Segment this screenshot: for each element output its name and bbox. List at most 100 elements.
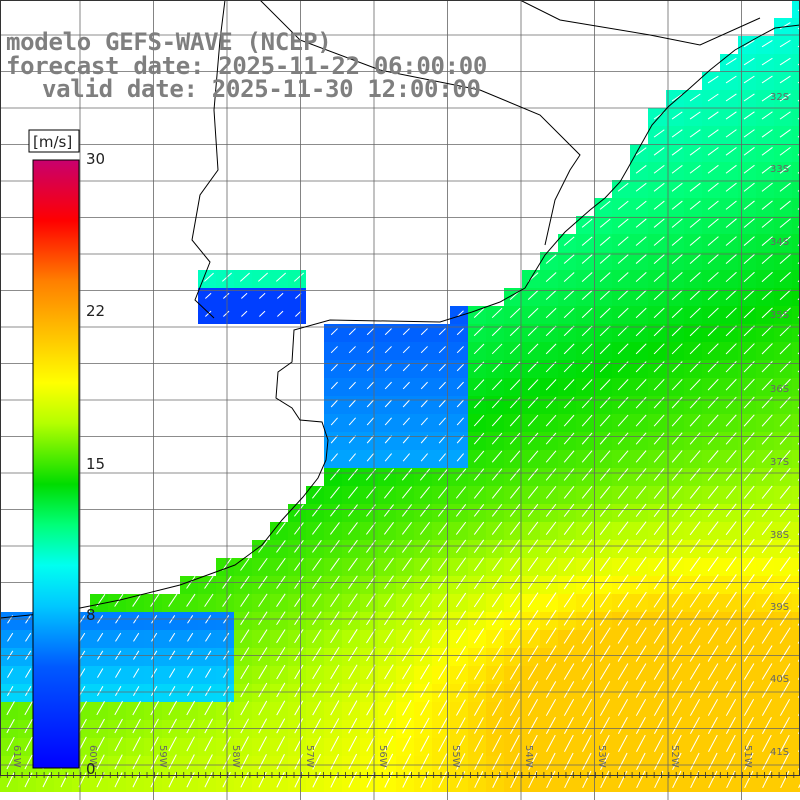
wind-arrow	[294, 540, 304, 553]
wind-arrow	[473, 610, 485, 626]
wind-arrow	[132, 686, 140, 696]
wind-arrow	[509, 432, 521, 445]
wind-arrow	[689, 556, 701, 572]
wind-arrow	[743, 200, 755, 210]
wind-arrow	[204, 685, 212, 696]
wind-arrow	[690, 752, 700, 771]
wind-arrow	[222, 685, 230, 696]
wind-arrow	[761, 147, 773, 156]
wind-arrow	[545, 486, 557, 499]
colorbar-tick-30: 30	[86, 150, 106, 168]
wind-arrow	[491, 432, 503, 445]
wind-arrow	[779, 503, 791, 518]
wind-arrow	[366, 753, 376, 770]
wind-arrow	[240, 700, 250, 716]
wind-arrow	[240, 771, 249, 788]
wind-arrow	[133, 632, 140, 642]
wind-arrow	[725, 75, 737, 84]
wind-arrow	[24, 718, 33, 734]
wind-arrow	[473, 486, 485, 499]
wind-arrow	[779, 699, 791, 716]
wind-arrow	[599, 681, 611, 698]
wind-arrow	[438, 417, 446, 426]
wind-arrow	[617, 521, 629, 536]
wind-arrow	[563, 379, 575, 391]
wind-arrow	[725, 378, 737, 391]
wind-arrow	[6, 686, 14, 696]
wind-arrow	[743, 147, 755, 156]
wind-arrow	[707, 200, 719, 210]
wind-arrow	[330, 346, 338, 354]
wind-arrow	[437, 610, 449, 626]
wind-arrow	[671, 182, 683, 192]
wind-arrow	[473, 397, 485, 409]
wind-arrow	[455, 468, 467, 481]
wind-arrow	[205, 310, 212, 317]
wind-arrow	[473, 574, 485, 590]
wind-arrow	[653, 645, 665, 662]
wind-arrow	[545, 307, 557, 319]
wind-arrow	[618, 770, 628, 789]
wind-arrow	[438, 717, 448, 734]
wind-arrow	[563, 289, 575, 301]
wind-arrow	[780, 752, 790, 771]
wind-arrow	[725, 432, 737, 445]
colorbar-tick-8: 8	[86, 606, 96, 624]
wind-arrow	[762, 770, 772, 789]
wind-arrow	[617, 681, 629, 698]
wind-arrow	[707, 396, 719, 409]
wind-arrow	[294, 522, 304, 535]
wind-arrow	[689, 627, 701, 644]
wind-arrow	[312, 504, 322, 517]
wind-arrow	[779, 307, 791, 319]
wind-arrow	[527, 414, 539, 427]
wind-arrow	[151, 668, 158, 678]
wind-arrow	[437, 504, 449, 517]
wind-arrow	[473, 628, 485, 644]
wind-arrow	[617, 556, 629, 572]
wind-arrow	[438, 735, 448, 752]
wind-cell	[792, 270, 800, 288]
wind-arrow	[689, 485, 701, 499]
wind-arrow	[455, 645, 467, 662]
wind-arrow	[563, 272, 575, 282]
wind-arrow	[168, 754, 177, 770]
wind-arrow	[761, 591, 773, 608]
wind-arrow	[223, 668, 230, 678]
wind-arrow	[366, 328, 374, 336]
wind-arrow	[743, 521, 755, 536]
wind-arrow	[258, 700, 268, 716]
wind-arrow	[545, 325, 557, 337]
wind-arrow	[509, 627, 521, 644]
wind-arrow	[474, 717, 484, 734]
wind-arrow	[689, 503, 701, 517]
wind-arrow	[168, 772, 177, 788]
wind-arrow	[761, 574, 773, 590]
wind-arrow	[186, 772, 195, 788]
wind-arrow	[707, 609, 719, 626]
lat-label: 32S	[770, 92, 789, 103]
wind-arrow	[635, 200, 647, 210]
wind-arrow	[546, 770, 556, 789]
wind-arrow	[545, 716, 556, 734]
wind-arrow	[617, 432, 629, 445]
wind-arrow	[366, 453, 375, 462]
wind-arrow	[653, 200, 665, 210]
wind-arrow	[744, 770, 754, 789]
wind-arrow	[312, 718, 322, 734]
wind-arrow	[473, 468, 485, 481]
wind-cell	[792, 342, 800, 360]
lon-label: 52W	[669, 745, 680, 768]
wind-arrow	[545, 450, 557, 463]
wind-arrow	[474, 770, 484, 788]
wind-arrow	[97, 668, 104, 678]
wind-arrow	[599, 307, 611, 319]
wind-arrow	[150, 593, 160, 607]
wind-arrow	[455, 610, 467, 626]
wind-arrow	[115, 632, 122, 642]
wind-arrow	[509, 557, 521, 572]
wind-arrow	[186, 593, 196, 607]
wind-arrow	[258, 629, 268, 644]
wind-arrow	[330, 522, 340, 535]
wind-arrow	[527, 627, 539, 644]
